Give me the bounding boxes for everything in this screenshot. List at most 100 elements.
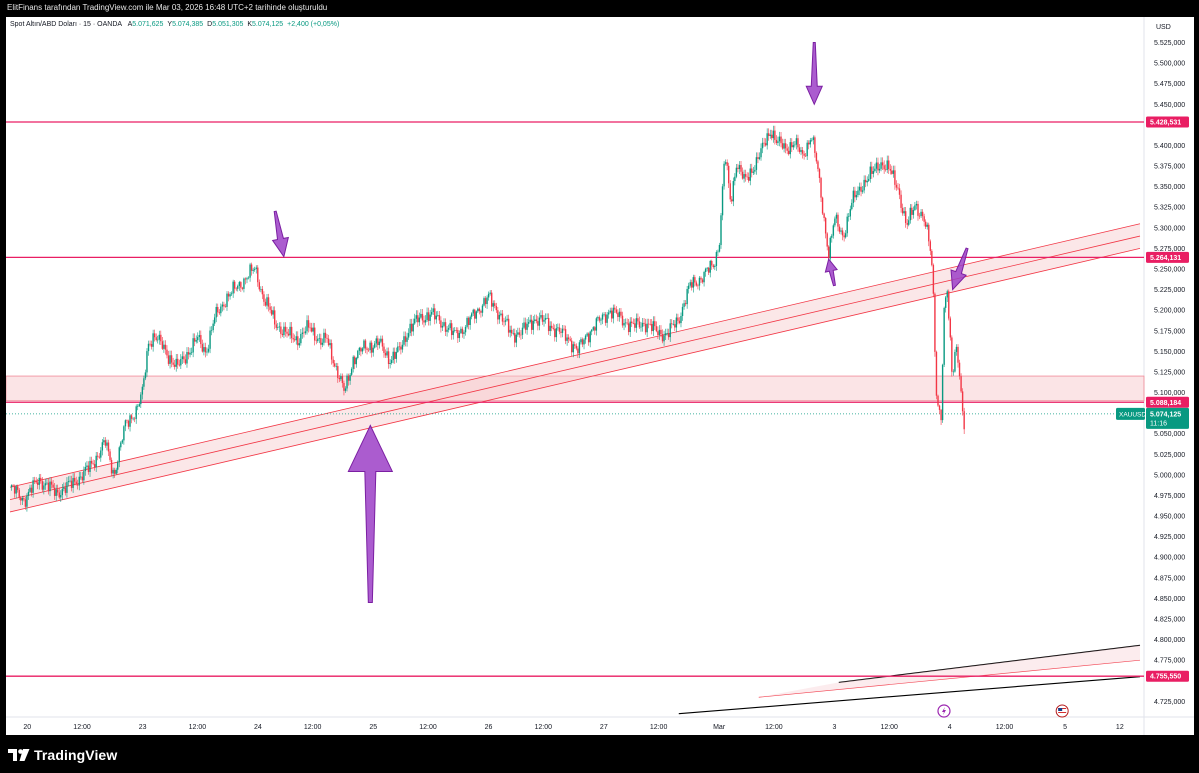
candle-body bbox=[860, 186, 862, 192]
candle-body bbox=[438, 315, 441, 321]
candle-body bbox=[635, 318, 638, 328]
candle-body bbox=[44, 483, 47, 486]
candle-body bbox=[121, 440, 124, 443]
candle-body bbox=[566, 337, 568, 341]
candle-body bbox=[386, 351, 388, 356]
candle-body bbox=[634, 323, 636, 328]
time-tick-label: 12:00 bbox=[535, 724, 553, 731]
candle-body bbox=[955, 346, 958, 352]
candle-body bbox=[675, 317, 678, 328]
candle-body bbox=[220, 306, 222, 314]
candle-body bbox=[37, 482, 39, 485]
candle-body bbox=[623, 323, 625, 326]
candle-body bbox=[917, 203, 919, 216]
candle-body bbox=[130, 415, 133, 419]
candle-body bbox=[98, 456, 100, 458]
candle-body bbox=[204, 347, 207, 353]
candle-body bbox=[64, 487, 67, 493]
candle-body bbox=[671, 323, 673, 325]
candle-body bbox=[866, 180, 868, 183]
candle-body bbox=[52, 484, 54, 488]
candle-body bbox=[554, 328, 556, 338]
candle-body bbox=[841, 230, 844, 236]
candle-body bbox=[57, 489, 59, 493]
candle-body bbox=[418, 317, 421, 323]
candle-body bbox=[915, 203, 918, 206]
candle-body bbox=[783, 143, 785, 149]
candle-body bbox=[778, 136, 781, 142]
trend-channel-line bbox=[9, 248, 1141, 513]
currency-label: USD bbox=[1156, 24, 1171, 31]
candle-body bbox=[848, 216, 850, 217]
price-tick-label: 4.850,000 bbox=[1154, 596, 1185, 603]
candle-body bbox=[752, 171, 755, 173]
candle-body bbox=[260, 288, 262, 290]
candle-body bbox=[931, 250, 933, 266]
candle-body bbox=[888, 160, 890, 170]
candle-body bbox=[921, 211, 924, 217]
candle-body bbox=[760, 148, 762, 158]
change-value: +2,400 (+0,05%) bbox=[287, 21, 340, 28]
tradingview-logo[interactable]: TradingView bbox=[8, 747, 117, 763]
candle-body bbox=[604, 314, 607, 323]
candle-body bbox=[463, 332, 465, 334]
chart-canvas[interactable]: USD 5.525,000 5.500,000 5.475,000 5.450,000 5… bbox=[6, 17, 1194, 735]
countdown-text: 11:16 bbox=[1150, 420, 1167, 427]
candle-body bbox=[549, 325, 551, 332]
chart-frame[interactable]: USD 5.525,000 5.500,000 5.475,000 5.450,000 5… bbox=[6, 17, 1194, 735]
candle-body bbox=[218, 312, 220, 314]
candle-body bbox=[943, 307, 945, 365]
candle-body bbox=[294, 339, 296, 341]
candle-body bbox=[66, 482, 68, 493]
candle-body bbox=[584, 335, 587, 340]
candle-body bbox=[504, 320, 507, 322]
low-label: D bbox=[207, 21, 213, 28]
candle-body bbox=[517, 332, 519, 335]
candle-body bbox=[655, 326, 658, 332]
candle-body bbox=[601, 314, 604, 320]
time-tick-label: 12:00 bbox=[996, 724, 1014, 731]
current-price-tag bbox=[1146, 407, 1189, 429]
candle-body bbox=[198, 335, 200, 338]
candle-body bbox=[798, 147, 801, 152]
candle-body bbox=[141, 386, 144, 395]
time-tick-label: 24 bbox=[254, 724, 262, 731]
candle-body bbox=[587, 333, 590, 343]
candle-body bbox=[661, 334, 664, 342]
candle-body bbox=[403, 336, 405, 345]
candle-body bbox=[132, 418, 134, 420]
candle-body bbox=[449, 323, 451, 329]
candle-body bbox=[32, 480, 34, 493]
candle-body bbox=[212, 323, 214, 331]
candle-body bbox=[849, 209, 851, 217]
candle-body bbox=[484, 298, 487, 305]
candle-body bbox=[67, 481, 70, 483]
candle-body bbox=[184, 359, 187, 364]
candle-body bbox=[335, 366, 337, 367]
candle-body bbox=[464, 326, 467, 333]
candle-body bbox=[692, 277, 695, 288]
candle-body bbox=[394, 351, 396, 359]
candle-body bbox=[901, 207, 904, 214]
candle-body bbox=[583, 339, 585, 345]
candle-body bbox=[255, 267, 257, 269]
candle-body bbox=[354, 356, 356, 365]
candle-body bbox=[43, 485, 45, 490]
candle-body bbox=[210, 330, 213, 331]
candle-body bbox=[95, 455, 97, 468]
candle-body bbox=[609, 310, 611, 313]
candle-body bbox=[195, 340, 197, 342]
price-tick-label: 5.375,000 bbox=[1154, 164, 1185, 171]
candle-body bbox=[523, 322, 525, 328]
candle-body bbox=[961, 391, 964, 412]
candle-body bbox=[714, 265, 716, 268]
candle-body bbox=[640, 326, 642, 328]
candle-body bbox=[317, 338, 319, 342]
candle-body bbox=[21, 498, 24, 501]
candle-body bbox=[704, 268, 707, 273]
candle-body bbox=[289, 326, 291, 336]
candle-body bbox=[823, 213, 825, 218]
candle-body bbox=[432, 308, 434, 313]
candle-body bbox=[551, 325, 553, 328]
annotation-arrow bbox=[950, 247, 969, 291]
